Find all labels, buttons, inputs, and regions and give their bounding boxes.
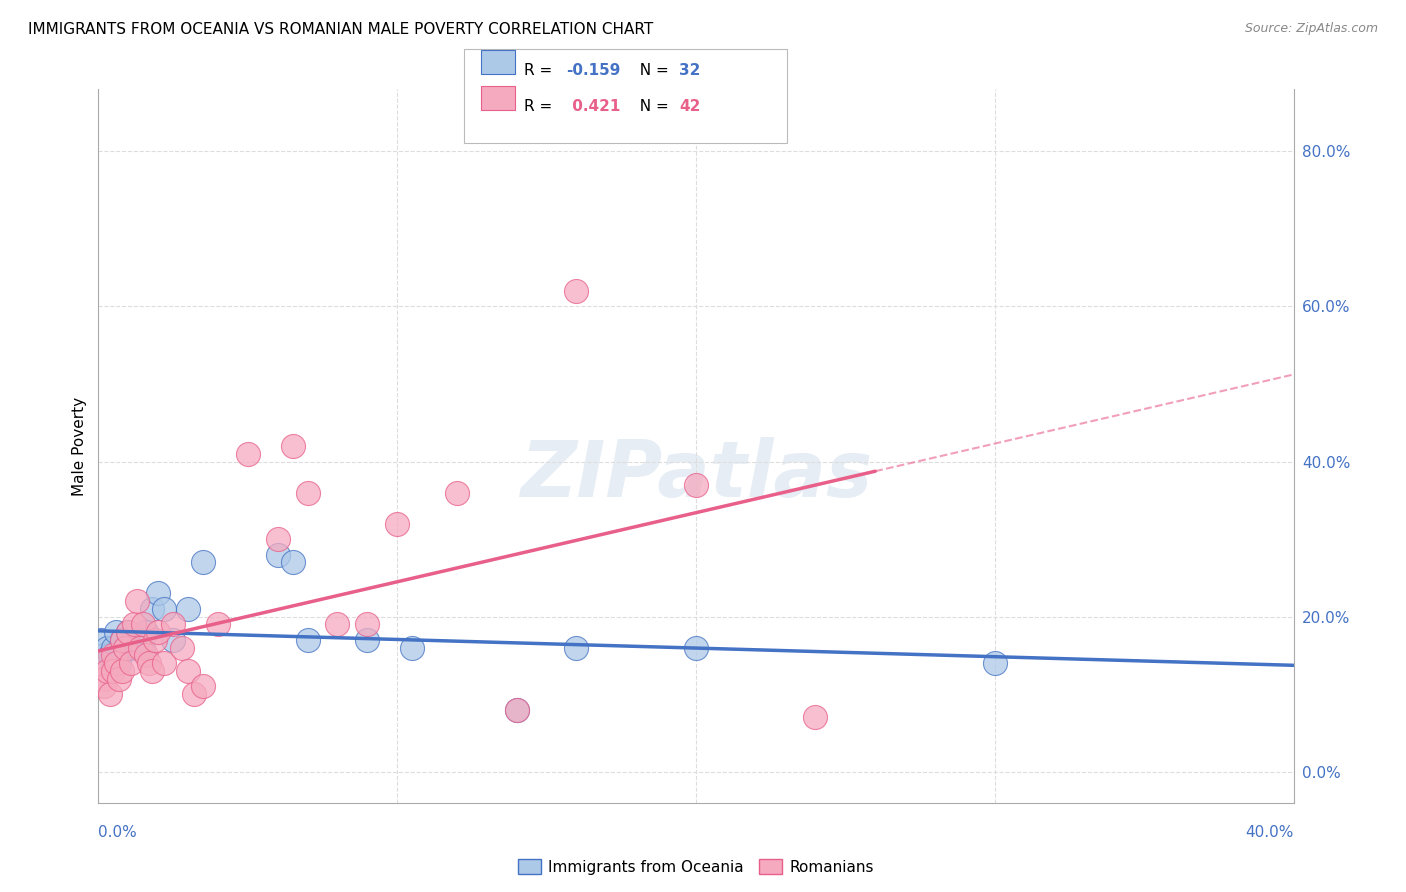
Point [111, 632, 134, 647]
Point [281, 439, 304, 453]
Point [148, 625, 170, 640]
Text: R =: R = [524, 63, 558, 78]
Point [162, 617, 184, 632]
Text: N =: N = [630, 63, 673, 78]
Point [96, 640, 118, 655]
Point [120, 656, 142, 670]
Point [177, 664, 200, 678]
Text: R =: R = [524, 99, 558, 114]
Point [281, 555, 304, 569]
Point [129, 640, 152, 655]
Point [172, 640, 194, 655]
Point [153, 656, 176, 670]
Point [117, 625, 139, 640]
Point [141, 602, 163, 616]
Text: N =: N = [630, 99, 673, 114]
Point [401, 640, 423, 655]
Point [565, 284, 588, 298]
Point [90, 632, 112, 647]
Point [111, 664, 134, 678]
Point [105, 625, 128, 640]
Text: IMMIGRANTS FROM OCEANIA VS ROMANIAN MALE POVERTY CORRELATION CHART: IMMIGRANTS FROM OCEANIA VS ROMANIAN MALE… [28, 22, 654, 37]
Point [124, 617, 146, 632]
Point [191, 555, 214, 569]
Point [127, 594, 149, 608]
Point [297, 632, 319, 647]
Point [153, 602, 176, 616]
Point [148, 586, 170, 600]
Point [93, 672, 115, 686]
Point [143, 632, 166, 647]
Text: 0.421: 0.421 [567, 99, 620, 114]
Point [129, 632, 152, 647]
Point [804, 710, 827, 724]
Point [267, 532, 290, 546]
Point [114, 640, 136, 655]
Point [103, 640, 125, 655]
Point [356, 617, 378, 632]
Point [103, 648, 125, 663]
Point [326, 617, 349, 632]
Point [183, 687, 205, 701]
Point [96, 664, 118, 678]
Point [267, 548, 290, 562]
Point [111, 632, 134, 647]
Point [114, 640, 136, 655]
Point [685, 640, 707, 655]
Point [356, 632, 378, 647]
Text: 0.0%: 0.0% [98, 825, 138, 840]
Point [446, 485, 468, 500]
Text: -0.159: -0.159 [567, 63, 621, 78]
Text: 42: 42 [679, 99, 700, 114]
Point [90, 656, 112, 670]
Point [108, 672, 131, 686]
Point [108, 656, 131, 670]
Point [191, 680, 214, 694]
Point [984, 656, 1007, 670]
Point [506, 703, 529, 717]
Point [135, 625, 157, 640]
Text: 32: 32 [679, 63, 700, 78]
Point [141, 664, 163, 678]
Y-axis label: Male Poverty: Male Poverty [72, 396, 87, 496]
Text: Source: ZipAtlas.com: Source: ZipAtlas.com [1244, 22, 1378, 36]
Point [127, 640, 149, 655]
Point [93, 648, 115, 663]
Point [93, 680, 115, 694]
Text: ZIPatlas: ZIPatlas [520, 436, 872, 513]
Point [385, 516, 409, 531]
Text: 40.0%: 40.0% [1246, 825, 1294, 840]
Point [236, 447, 259, 461]
Point [132, 640, 155, 655]
Point [135, 648, 157, 663]
Point [120, 640, 142, 655]
Point [207, 617, 229, 632]
Point [506, 703, 529, 717]
Point [100, 687, 122, 701]
Point [105, 656, 128, 670]
Point [132, 617, 155, 632]
Legend: Immigrants from Oceania, Romanians: Immigrants from Oceania, Romanians [512, 853, 880, 880]
Point [124, 632, 146, 647]
Point [96, 656, 118, 670]
Point [117, 625, 139, 640]
Point [103, 664, 125, 678]
Point [177, 602, 200, 616]
Point [685, 477, 707, 491]
Point [100, 648, 122, 663]
Point [297, 485, 319, 500]
Point [138, 656, 160, 670]
Point [162, 632, 184, 647]
Point [565, 640, 588, 655]
